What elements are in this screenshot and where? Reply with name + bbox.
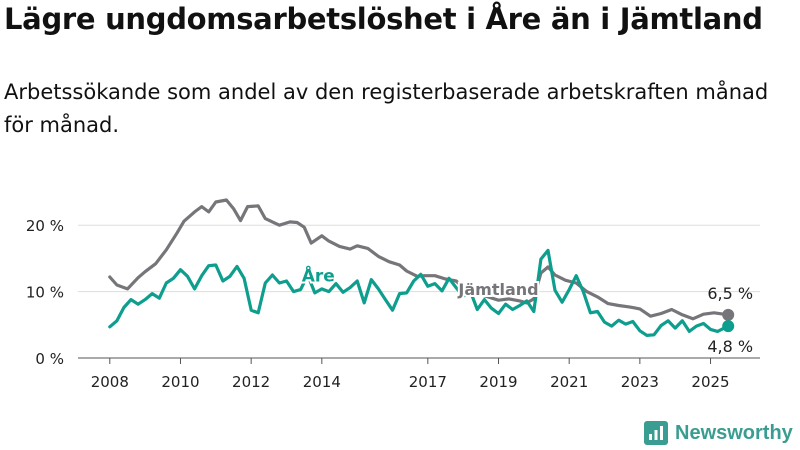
x-tick-label: 2008 (91, 373, 129, 391)
series-name-label: Jämtland (457, 280, 538, 299)
y-tick-label: 0 % (35, 350, 64, 368)
x-tick-label: 2017 (409, 373, 447, 391)
series-line-jamtland (108, 198, 730, 321)
brand-name: Newsworthy (675, 421, 793, 444)
x-tick-label: 2025 (691, 373, 729, 391)
x-tick-label: 2012 (232, 373, 270, 391)
x-tick-label: 2014 (303, 373, 341, 391)
x-tick-label: 2019 (479, 373, 517, 391)
y-tick-label: 10 % (26, 284, 64, 302)
series-end-point (722, 320, 735, 333)
series-name-label: Åre (302, 264, 335, 287)
x-tick-label: 2023 (621, 373, 659, 391)
y-tick-label: 20 % (26, 217, 64, 235)
x-tick-label: 2021 (550, 373, 588, 391)
series-line-are (108, 248, 730, 337)
newsworthy-logo-icon (644, 421, 668, 445)
series-end-point (722, 308, 735, 321)
chart-title: Lägre ungdomsarbetslöshet i Åre än i Jäm… (4, 2, 763, 36)
chart-subtitle: Arbetssökande som andel av den registerb… (4, 80, 769, 137)
x-tick-label: 2010 (161, 373, 199, 391)
series-end-label: 4,8 % (707, 337, 753, 356)
brand-logo: Newsworthy (644, 420, 793, 446)
series-end-label: 6,5 % (707, 284, 753, 303)
